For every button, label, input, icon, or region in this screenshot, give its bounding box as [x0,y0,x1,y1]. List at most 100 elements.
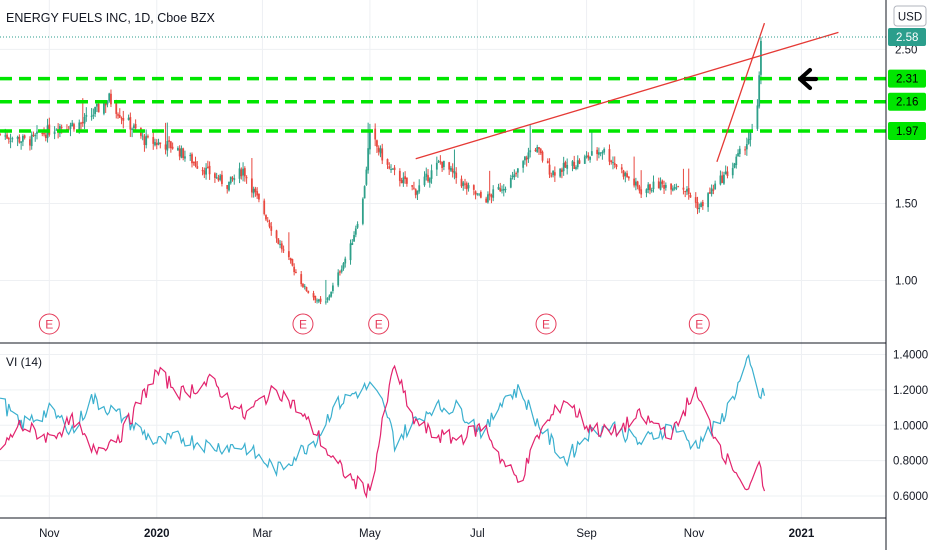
candle-body [11,138,14,140]
candle-body [516,168,519,173]
candle-body [663,185,665,189]
time-tick-label: 2020 [144,528,170,540]
candle-body [583,156,586,164]
candle-body [41,133,44,135]
candle-body [448,162,451,170]
candle-body [353,235,355,242]
candle-body [339,271,341,273]
candle-body [192,162,195,164]
candle-body [393,167,396,171]
candle-body [97,103,100,113]
candle-body [538,147,540,150]
candle-body [682,187,685,190]
candle-body [673,187,676,189]
vi-indicator-pane [0,353,766,499]
candle-body [376,140,378,147]
candle-body [256,191,259,196]
candle-body [575,167,577,169]
candle-body [229,176,232,184]
candle-body [205,167,207,175]
candle-body [159,142,162,144]
earnings-marker-icon: E [292,313,314,335]
candle-body [215,176,218,179]
candle-body [714,183,717,190]
candle-body [474,191,477,195]
candle-body [81,121,84,124]
candle-body [134,124,137,129]
candle-body [221,174,223,184]
candle-body [71,122,74,127]
candle-body [708,192,711,194]
candle-body [548,164,551,175]
candle-body [177,147,179,151]
candle-body [36,131,38,134]
earnings-circle [292,313,314,335]
candle-body [627,176,630,179]
candle-body [69,125,72,129]
candle-body [529,150,532,153]
candle-body [478,193,481,195]
candle-body [622,170,625,177]
candle-body [647,184,650,190]
candle-body [169,141,172,149]
candle-body [145,135,148,146]
candle-body [317,299,320,302]
candle-body [488,193,491,196]
left-arrow-icon [797,67,819,91]
candle-body [442,161,445,168]
candle-body [252,188,255,194]
candle-body [245,177,248,179]
candle-body [44,134,47,138]
candle-body [120,118,123,120]
candle-body [670,183,673,190]
level-price-tag [888,69,926,88]
candle-body [550,175,553,177]
candle-body [194,161,197,167]
candle-body [601,152,604,154]
candle-body [747,139,750,144]
candle-body [659,181,662,190]
candle-body [501,189,503,191]
candle-body [613,163,616,165]
vi-tick-label: 1.2000 [893,385,928,397]
time-tick-label: Jul [470,528,485,540]
candle-body [23,135,26,138]
candle-body [649,184,651,191]
candle-body [391,168,394,170]
candle-body [472,185,475,190]
candle-body [29,139,31,146]
candle-body [118,115,121,118]
candle-body [701,202,704,207]
earnings-circle [368,313,390,335]
candle-body [487,194,489,203]
candle-body [171,146,174,149]
last-price-tag-label: 2.58 [896,32,918,44]
candle-body [587,155,590,159]
candle-body [363,186,366,199]
earnings-marker-label: E [45,318,53,332]
candle-body [178,148,181,157]
candle-body [217,178,220,181]
candle-body [441,161,444,168]
candle-body [326,297,329,301]
currency-label[interactable]: USD [898,12,922,24]
candle-body [428,178,431,183]
candle-body [369,129,371,150]
candle-body [576,160,579,168]
candle-body [411,185,414,187]
candle-body [291,259,294,266]
candle-body [78,122,81,130]
candle-body [280,243,283,250]
candle-body [319,298,322,302]
candle-body [243,168,246,177]
candle-body [675,187,678,189]
candle-body [155,142,158,146]
candle-body [330,291,333,297]
vi-tick-label: 0.8000 [893,456,928,468]
candle-body [80,122,82,124]
candle-body [398,170,401,181]
level-price-tag [888,122,926,141]
time-tick-label: Nov [684,528,705,540]
currency-button[interactable]: USD [893,5,927,27]
